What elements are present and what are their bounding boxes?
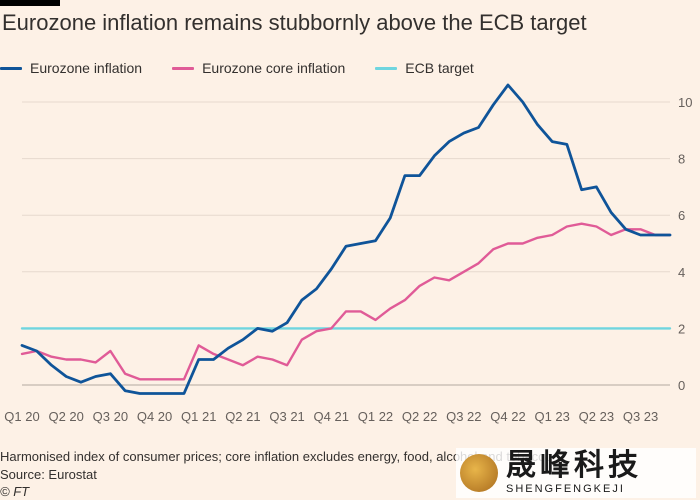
y-tick-label: 0 — [678, 378, 685, 393]
x-tick-label: Q1 20 — [4, 409, 39, 424]
x-tick-label: Q4 20 — [137, 409, 172, 424]
chart-source: Source: Eurostat — [0, 467, 97, 482]
watermark: 晟峰科技 SHENGFENGKEJI — [456, 448, 696, 498]
series-line-eurozone-inflation — [20, 83, 672, 395]
legend-swatch-ecb-target — [375, 66, 398, 70]
x-tick-label: Q3 23 — [623, 409, 658, 424]
x-tick-label: Q3 21 — [269, 409, 304, 424]
legend-swatch-core-inflation — [172, 66, 195, 70]
watermark-logo-icon — [460, 454, 498, 492]
x-tick-label: Q1 23 — [534, 409, 569, 424]
y-tick-label: 8 — [678, 152, 685, 167]
legend-label-ecb-target: ECB target — [405, 60, 474, 76]
legend-label-inflation: Eurozone inflation — [30, 60, 143, 76]
x-tick-label: Q1 22 — [358, 409, 393, 424]
x-tick-label: Q4 22 — [490, 409, 525, 424]
y-tick-label: 4 — [678, 265, 685, 280]
x-tick-label: Q3 20 — [93, 409, 128, 424]
x-tick-label: Q2 23 — [579, 409, 614, 424]
legend-item-ecb-target: ECB target — [375, 60, 474, 76]
x-tick-label: Q2 21 — [225, 409, 260, 424]
legend: Eurozone inflation Eurozone core inflati… — [0, 60, 504, 76]
watermark-en: SHENGFENGKEJI — [506, 483, 625, 495]
legend-label-core-inflation: Eurozone core inflation — [202, 60, 346, 76]
brand-bar — [0, 0, 60, 6]
y-tick-label: 10 — [678, 95, 692, 110]
copyright: © FT — [0, 484, 30, 499]
y-tick-label: 2 — [678, 321, 685, 336]
x-tick-label: Q3 22 — [446, 409, 481, 424]
legend-item-core-inflation: Eurozone core inflation — [172, 60, 345, 76]
x-tick-label: Q2 20 — [48, 409, 83, 424]
chart-title: Eurozone inflation remains stubbornly ab… — [2, 10, 587, 35]
legend-swatch-inflation — [0, 66, 22, 70]
legend-item-inflation: Eurozone inflation — [0, 60, 142, 76]
x-tick-label: Q4 21 — [314, 409, 349, 424]
x-tick-label: Q2 22 — [402, 409, 437, 424]
y-tick-label: 6 — [678, 208, 685, 223]
series-line-eurozone-core-inflation — [20, 222, 672, 381]
watermark-cn: 晟峰科技 — [506, 449, 642, 482]
chart-note: Harmonised index of consumer prices; cor… — [0, 449, 552, 464]
x-tick-label: Q1 21 — [181, 409, 216, 424]
